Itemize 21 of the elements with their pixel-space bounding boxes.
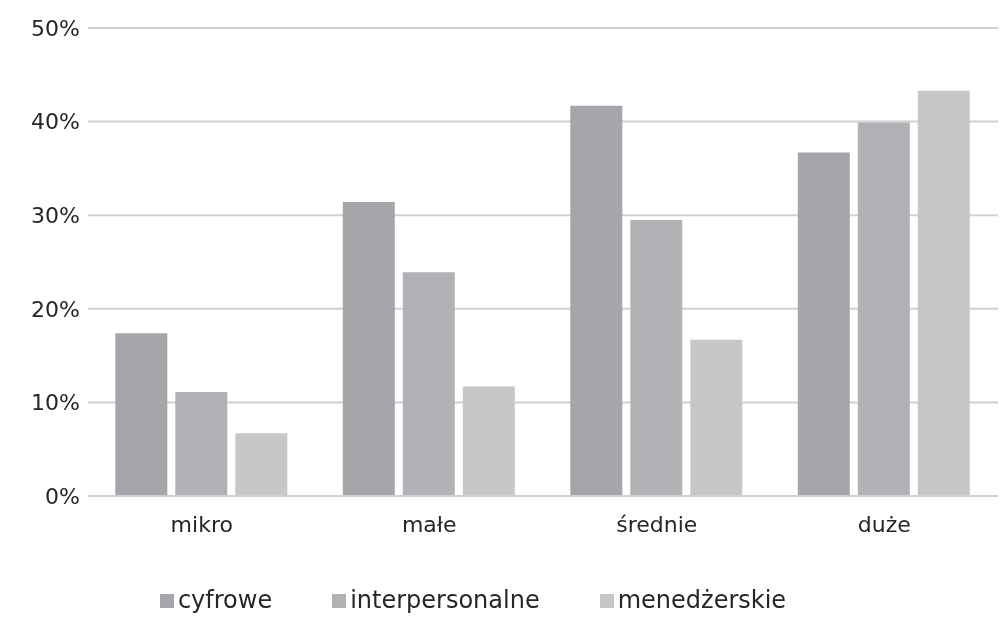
y-tick-label: 10% <box>31 390 80 416</box>
bar <box>630 219 683 496</box>
x-tick-label: duże <box>857 511 911 537</box>
y-tick-label: 50% <box>31 15 80 41</box>
legend-label: menedżerskie <box>617 586 787 614</box>
y-tick-label: 20% <box>31 296 80 322</box>
bar <box>797 152 850 496</box>
y-tick-label: 40% <box>31 109 80 135</box>
y-tick-label: 0% <box>45 483 80 509</box>
bar <box>402 272 455 496</box>
bar <box>857 122 910 496</box>
bar <box>115 333 168 496</box>
bar <box>175 392 228 496</box>
legend-label: cyfrowe <box>177 586 273 614</box>
legend-label: interpersonalne <box>350 586 540 614</box>
x-tick-label: małe <box>401 511 457 537</box>
x-tick-label: mikro <box>170 511 233 537</box>
bar <box>570 105 623 496</box>
bar <box>342 202 395 496</box>
x-tick-label: średnie <box>616 511 698 537</box>
y-tick-label: 30% <box>31 203 80 229</box>
